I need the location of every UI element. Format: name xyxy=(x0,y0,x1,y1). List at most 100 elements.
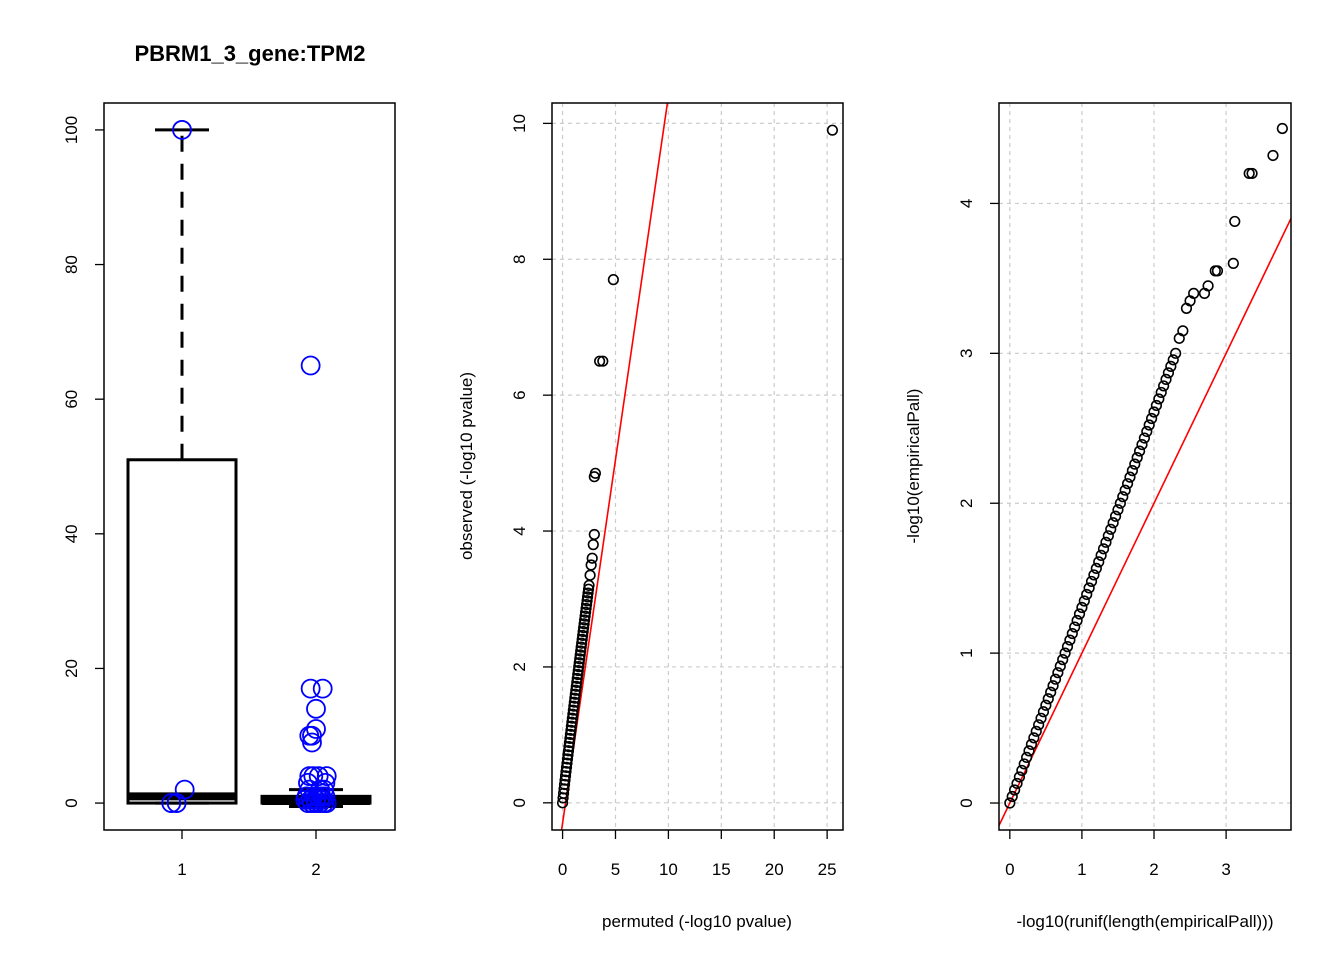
data-point xyxy=(1097,543,1110,555)
data-point xyxy=(1133,445,1146,457)
x-tick-label: 10 xyxy=(659,860,678,879)
data-point xyxy=(586,552,598,564)
x-tick-label: 20 xyxy=(765,860,784,879)
data-point xyxy=(581,591,594,603)
data-point xyxy=(563,741,575,753)
data-point xyxy=(565,720,578,732)
data-point xyxy=(1177,325,1189,337)
data-point xyxy=(302,732,322,753)
y-tick-label: 60 xyxy=(62,390,81,409)
data-point xyxy=(1061,641,1074,653)
y-tick-label: 10 xyxy=(510,114,529,133)
data-point xyxy=(1037,706,1050,718)
data-point xyxy=(1073,608,1086,620)
data-point xyxy=(1160,373,1172,385)
y-tick-label: 3 xyxy=(957,349,976,358)
data-point xyxy=(587,539,599,551)
data-point xyxy=(573,657,585,669)
data-point xyxy=(1146,412,1158,425)
data-point xyxy=(580,606,592,618)
y-tick-label: 40 xyxy=(62,524,81,543)
x-tick-label: 2 xyxy=(311,860,320,879)
y-tick-label: 1 xyxy=(957,648,976,657)
data-point xyxy=(564,728,577,740)
y-tick-label: 4 xyxy=(510,526,529,535)
data-point xyxy=(1143,419,1155,431)
x-tick-label: 2 xyxy=(1149,860,1158,879)
data-point xyxy=(1047,680,1059,692)
data-point xyxy=(1153,393,1165,405)
data-point xyxy=(1069,621,1081,633)
data-point xyxy=(1158,380,1170,392)
data-point xyxy=(1081,588,1093,601)
data-point xyxy=(568,696,580,708)
y-tick-label: 100 xyxy=(62,116,81,144)
data-point xyxy=(1078,595,1090,607)
data-point xyxy=(172,120,192,140)
data-point xyxy=(1035,712,1047,724)
boxplot-panel: PBRM1_3_gene:TPM2 0 20 40 60 80 100 1 2 xyxy=(62,41,396,879)
x-tick-label: 1 xyxy=(177,860,186,879)
data-point xyxy=(574,649,586,661)
data-point xyxy=(1095,549,1107,561)
data-point xyxy=(571,676,583,688)
empirical-qq-panel: 0 1 2 3 0 1 2 3 4 -log10(runif(length(empiricalP… xyxy=(904,102,1292,931)
data-point xyxy=(1018,758,1030,770)
box xyxy=(126,458,238,805)
x-axis-label: permuted (-log10 pvalue) xyxy=(602,912,792,931)
data-point xyxy=(1054,660,1066,672)
data-point xyxy=(584,569,596,581)
data-point xyxy=(577,625,589,638)
data-point xyxy=(1040,699,1052,711)
data-point xyxy=(1049,673,1062,685)
data-point xyxy=(561,753,574,765)
data-point xyxy=(578,622,590,634)
data-point xyxy=(567,708,579,720)
data-point xyxy=(302,725,322,746)
data-point xyxy=(1085,575,1098,588)
data-point xyxy=(1138,432,1150,444)
data-point xyxy=(566,712,578,724)
data-point xyxy=(1141,425,1153,438)
data-point xyxy=(579,610,591,622)
data-point xyxy=(570,680,582,692)
data-point xyxy=(1126,465,1138,477)
data-point xyxy=(558,778,571,791)
data-point xyxy=(1016,764,1028,777)
x-tick-label: 3 xyxy=(1221,860,1230,879)
data-point xyxy=(589,467,601,479)
x-tick-label: 25 xyxy=(818,860,837,879)
data-point xyxy=(300,678,321,699)
data-point xyxy=(561,757,573,769)
data-point xyxy=(1100,536,1112,548)
x-tick-label: 0 xyxy=(558,860,567,879)
chart-title: PBRM1_3_gene:TPM2 xyxy=(134,41,365,66)
data-point xyxy=(1028,732,1040,744)
data-point xyxy=(1114,497,1126,509)
data-point xyxy=(574,653,586,665)
data-point xyxy=(1105,523,1117,535)
data-point xyxy=(1013,771,1026,783)
data-point xyxy=(1009,784,1021,796)
data-point xyxy=(1124,471,1136,483)
data-point xyxy=(1276,122,1288,135)
y-tick-label: 2 xyxy=(957,498,976,507)
data-point xyxy=(572,668,584,681)
data-point xyxy=(1025,738,1038,750)
data-point xyxy=(575,641,587,653)
data-point xyxy=(573,661,585,673)
data-point xyxy=(559,770,572,782)
data-point xyxy=(1045,686,1057,698)
data-point xyxy=(1083,582,1095,594)
data-point xyxy=(568,700,580,712)
data-point xyxy=(564,732,576,745)
data-point xyxy=(316,793,337,813)
reference-line xyxy=(999,218,1291,826)
y-tick-label: 6 xyxy=(510,390,529,399)
data-point xyxy=(597,355,609,367)
x-tick-label: 5 xyxy=(611,860,620,879)
data-point xyxy=(572,664,584,677)
x-tick-label: 0 xyxy=(1005,860,1014,879)
data-point xyxy=(312,678,333,699)
data-point xyxy=(563,736,576,749)
